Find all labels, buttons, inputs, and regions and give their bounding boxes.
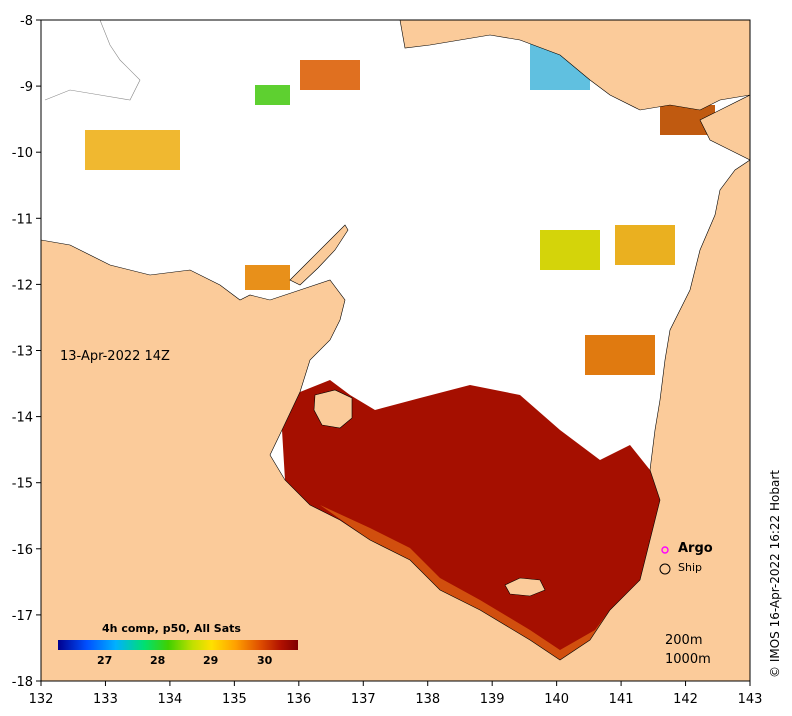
y-tick-label: -17: [12, 609, 33, 624]
sst-patch: [585, 335, 655, 375]
x-tick-label: 142: [673, 692, 698, 707]
sst-patch: [300, 60, 360, 90]
y-tick-label: -9: [20, 80, 33, 95]
land-groote-eylandt: [313, 389, 353, 429]
sst-patch: [540, 230, 600, 270]
x-axis: 132 133 134 135 136 137 138 139 140 141 142 143: [29, 681, 763, 707]
y-tick-label: -16: [12, 543, 33, 558]
x-tick-label: 134: [157, 692, 182, 707]
depth-200m-label: 200m: [665, 633, 703, 648]
sst-warm-region: [282, 380, 660, 660]
y-tick-label: -10: [12, 146, 33, 161]
x-tick-label: 135: [222, 692, 247, 707]
colorbar: [58, 640, 298, 650]
y-tick-label: -8: [20, 14, 33, 29]
land-new-guinea: [399, 20, 750, 111]
y-tick-label: -13: [12, 345, 33, 360]
x-tick-label: 137: [351, 692, 376, 707]
date-label: 13-Apr-2022 14Z: [60, 349, 170, 364]
colorbar-tick: 30: [257, 654, 273, 667]
x-tick-label: 140: [544, 692, 569, 707]
y-tick-label: -11: [12, 212, 33, 227]
x-tick-label: 138: [415, 692, 440, 707]
y-tick-label: -18: [12, 675, 33, 690]
land-wessel-islands: [289, 224, 349, 286]
x-tick-label: 143: [738, 692, 763, 707]
y-axis: -8 -9 -10 -11 -12 -13 -14 -15 -16 -17 -18: [12, 14, 41, 690]
argo-marker-icon: [661, 546, 669, 554]
sst-edge-band: [320, 505, 610, 660]
y-tick-label: -14: [12, 411, 33, 426]
x-tick-label: 141: [609, 692, 634, 707]
sst-patch: [255, 85, 290, 105]
colorbar-tick: 29: [203, 654, 219, 667]
colorbar-title: 4h comp, p50, All Sats: [102, 622, 241, 635]
land-cape-york: [699, 94, 750, 161]
depth-contour-line: [44, 20, 141, 101]
land-mornington-island: [504, 577, 546, 597]
x-tick-label: 132: [29, 692, 54, 707]
land-northern-territory: [41, 159, 750, 681]
credit-text: © IMOS 16-Apr-2022 16:22 Hobart: [768, 470, 782, 678]
depth-1000m-label: 1000m: [665, 652, 711, 667]
legend-ship-label: Ship: [678, 561, 702, 574]
legend-argo-label: Argo: [678, 541, 713, 556]
x-tick-label: 136: [286, 692, 311, 707]
y-tick-label: -12: [12, 278, 33, 293]
sst-patch: [615, 225, 675, 265]
sst-patch: [85, 130, 180, 170]
y-tick-label: -15: [12, 477, 33, 492]
colorbar-tick: 28: [150, 654, 166, 667]
x-tick-label: 139: [480, 692, 505, 707]
colorbar-tick: 27: [97, 654, 113, 667]
ship-marker-icon: [659, 563, 671, 575]
x-tick-label: 133: [93, 692, 118, 707]
sst-patch: [245, 265, 290, 290]
